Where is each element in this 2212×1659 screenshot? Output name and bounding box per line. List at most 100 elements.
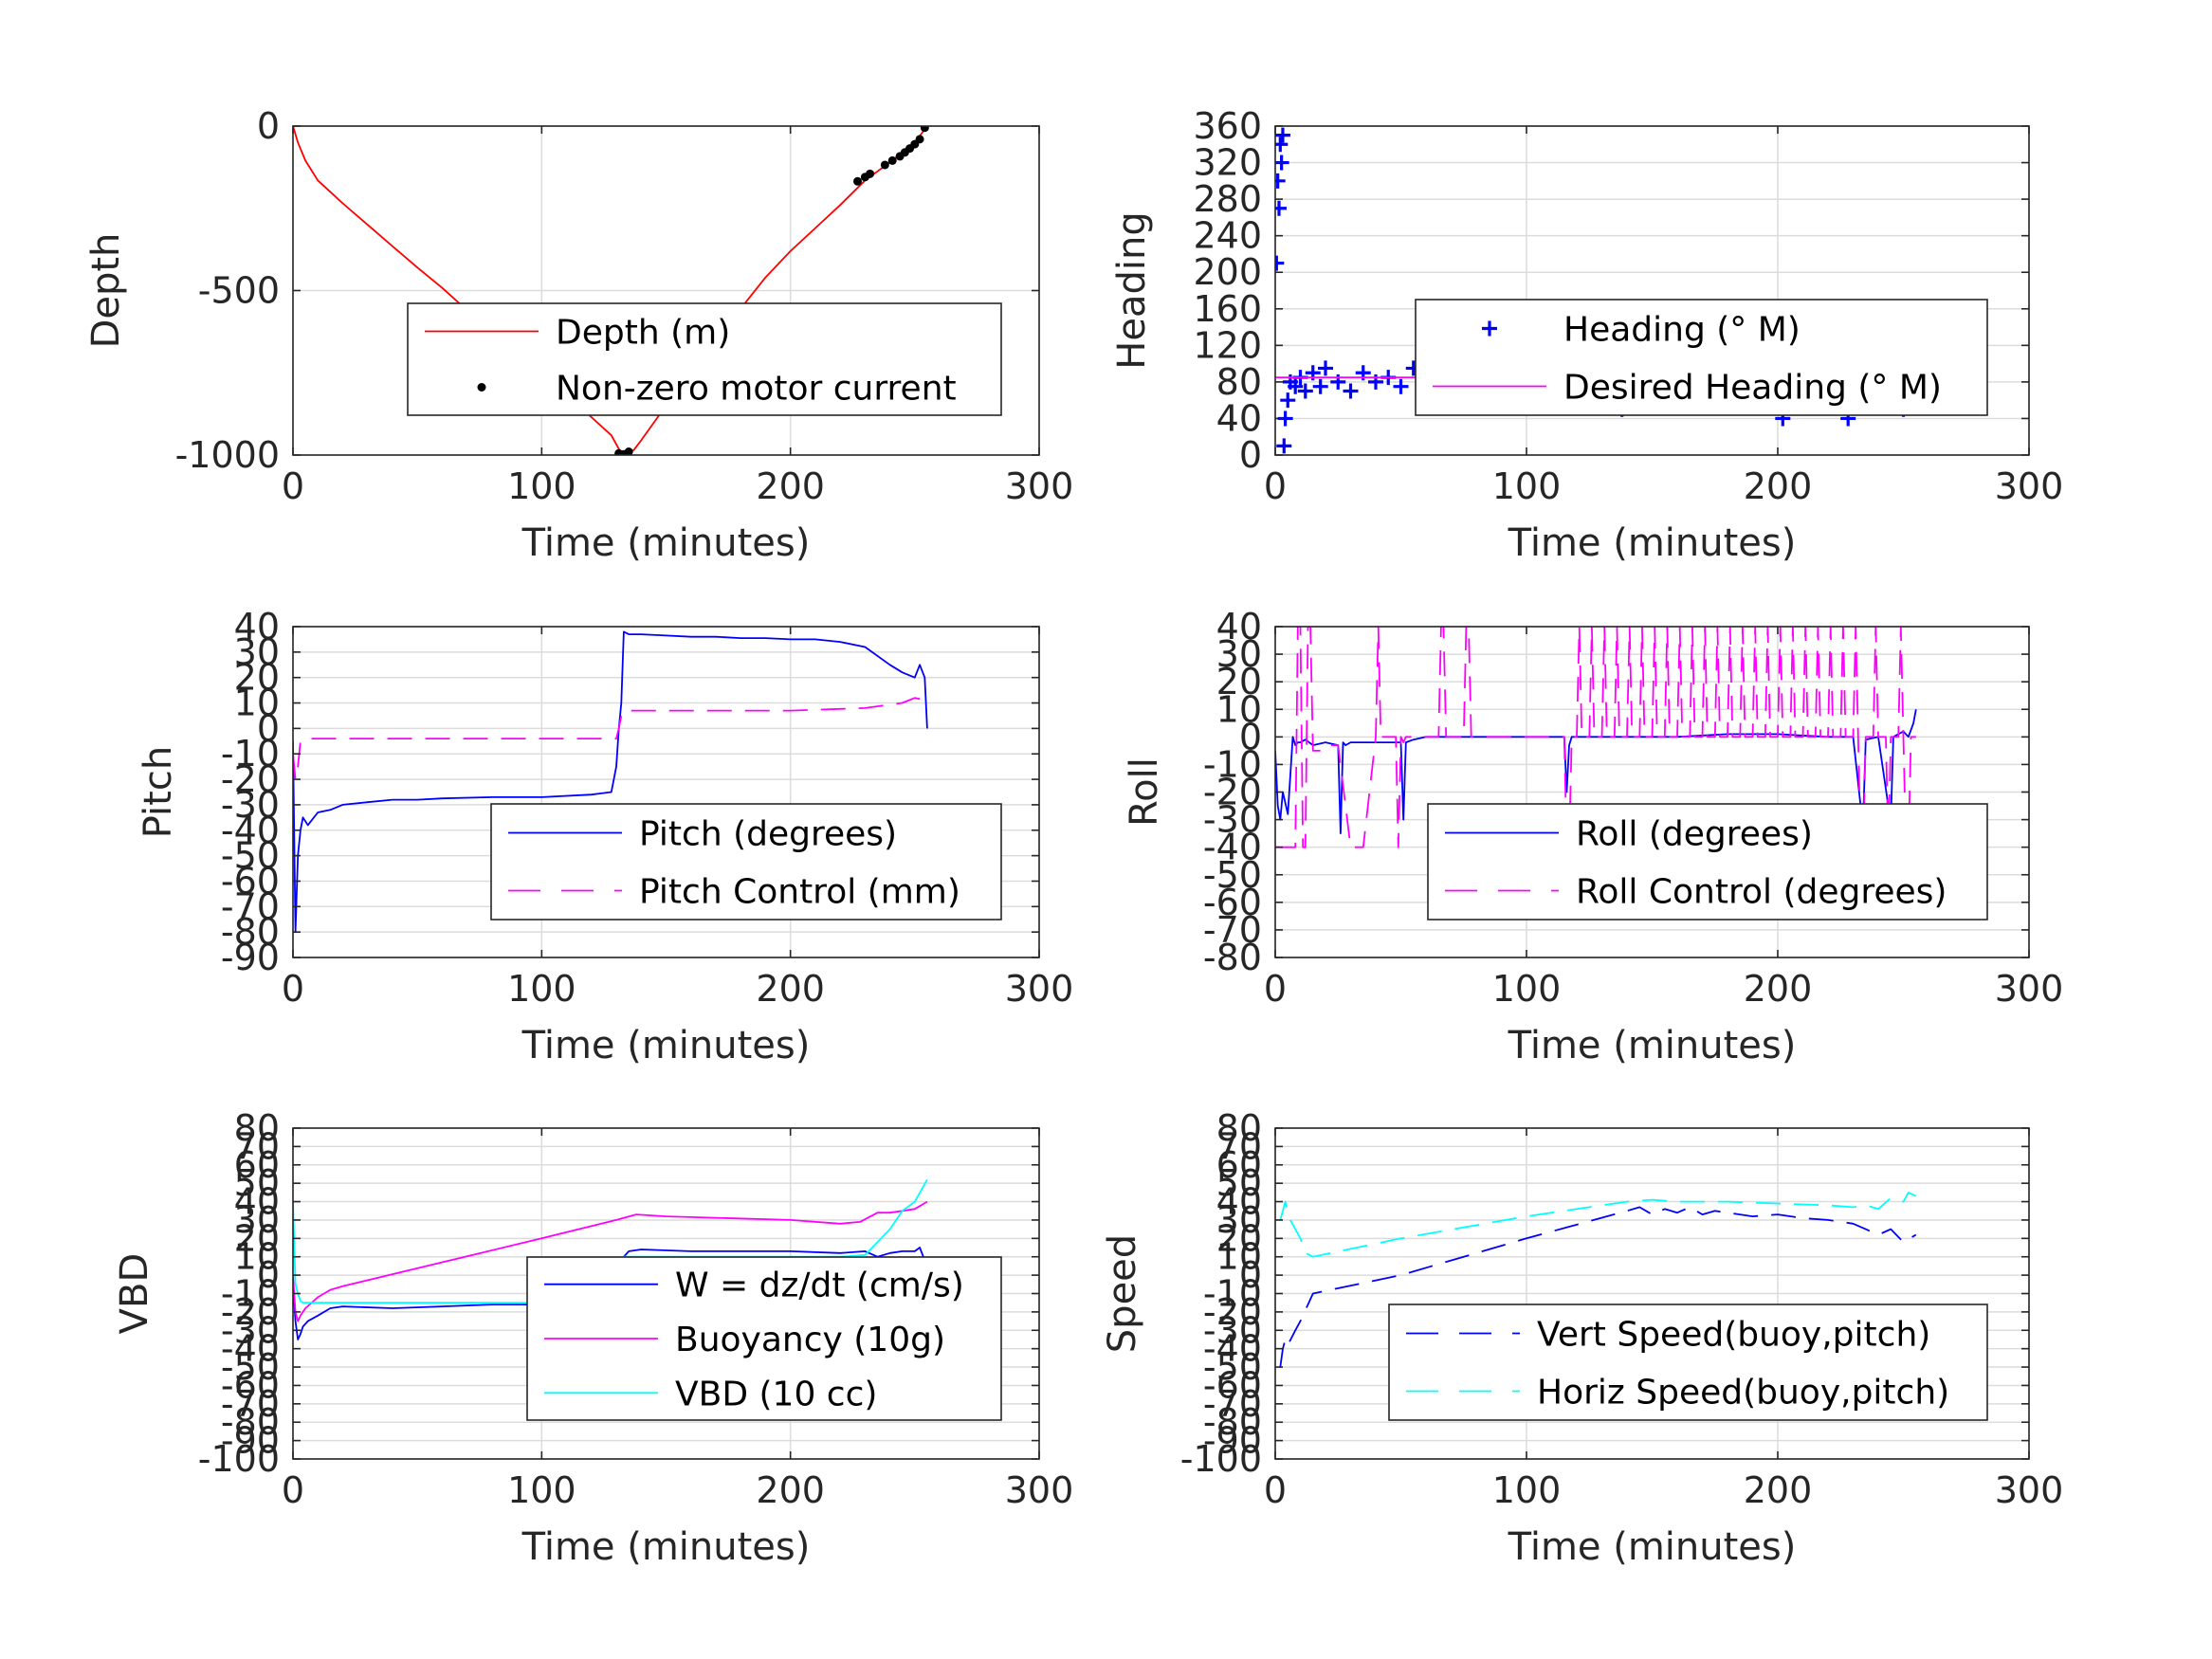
vbd-xtick-label: 200 bbox=[756, 1469, 825, 1511]
roll-ytick-label: 10 bbox=[1216, 688, 1262, 730]
heading-series-0-marker bbox=[1343, 383, 1359, 399]
pitch-chart: 0 100 200 300403020100-10-20-30-40-50-60-70… bbox=[137, 606, 1073, 1067]
speed-xtick-label: 0 bbox=[1264, 1469, 1287, 1511]
roll-legend-label: Roll Control (degrees) bbox=[1576, 873, 1947, 912]
heading-ytick-label: 0 bbox=[1239, 434, 1262, 476]
pitch-legend: Pitch (degrees) Pitch Control (mm) bbox=[490, 803, 1002, 921]
heading-legend-marker bbox=[1482, 320, 1497, 337]
roll-xtick-label: 300 bbox=[1995, 968, 2064, 1010]
speed-legend-label: Vert Speed(buoy,pitch) bbox=[1537, 1316, 1930, 1355]
pitch-xtick-label: 100 bbox=[507, 968, 576, 1010]
speed-ytick-label: -100 bbox=[1180, 1438, 1262, 1480]
speed-ytick-label: -20 bbox=[1203, 1291, 1262, 1333]
pitch-ytick-label: -90 bbox=[221, 937, 280, 978]
pitch-legend-label: Pitch (degrees) bbox=[639, 815, 897, 854]
pitch-ytick-label: 40 bbox=[234, 606, 280, 647]
pitch-ytick-label: 30 bbox=[234, 631, 280, 673]
depth-series-1-point bbox=[866, 169, 875, 178]
speed-ytick-label: -30 bbox=[1203, 1309, 1262, 1351]
depth-ytick-label: 0 bbox=[257, 105, 280, 147]
heading-series-0-marker bbox=[1276, 438, 1292, 454]
vbd-ytick-label: 20 bbox=[234, 1217, 280, 1259]
depth-ylabel: Depth bbox=[84, 233, 128, 349]
roll-legend: Roll (degrees) Roll Control (degrees) bbox=[1427, 803, 1988, 921]
pitch-ytick-label: -10 bbox=[221, 733, 280, 775]
speed-legend-label: Horiz Speed(buoy,pitch) bbox=[1537, 1374, 1949, 1413]
speed-ytick-label: -80 bbox=[1203, 1401, 1262, 1443]
vbd-chart: 0 100 200 30080706050403020100-10-20-30-40-… bbox=[113, 1107, 1073, 1569]
speed-xtick-label: 200 bbox=[1744, 1469, 1813, 1511]
depth-legend-label: Non-zero motor current bbox=[556, 370, 957, 409]
vbd-ytick-label: 70 bbox=[234, 1125, 280, 1167]
pitch-xlabel: Time (minutes) bbox=[521, 1024, 811, 1067]
pitch-series-0-line bbox=[293, 630, 928, 934]
depth-xtick-label: 200 bbox=[756, 465, 825, 507]
speed-xlabel: Time (minutes) bbox=[1508, 1525, 1797, 1569]
vbd-ytick-label: -100 bbox=[198, 1438, 280, 1480]
vbd-xtick-label: 300 bbox=[1005, 1469, 1074, 1511]
pitch-ytick-label: -60 bbox=[221, 860, 280, 902]
pitch-xtick-label: 200 bbox=[756, 968, 825, 1010]
roll-xtick-label: 200 bbox=[1744, 968, 1813, 1010]
vbd-xlabel: Time (minutes) bbox=[521, 1525, 811, 1569]
roll-ytick-label: -30 bbox=[1203, 799, 1262, 841]
roll-xtick-label: 0 bbox=[1264, 968, 1287, 1010]
depth-chart: 0 100 200 300 0 -500 -1000 Time (minutes) Depth D… bbox=[84, 105, 1073, 565]
roll-legend-label: Roll (degrees) bbox=[1576, 815, 1813, 854]
roll-xlabel: Time (minutes) bbox=[1508, 1024, 1797, 1067]
speed-ytick-label: 60 bbox=[1216, 1144, 1262, 1186]
pitch-ytick-label: -30 bbox=[221, 784, 280, 826]
speed-ytick-label: 40 bbox=[1216, 1181, 1262, 1223]
roll-ytick-label: -70 bbox=[1203, 909, 1262, 951]
roll-legend-box bbox=[1427, 803, 1988, 921]
vbd-ytick-label: -10 bbox=[221, 1273, 280, 1315]
vbd-ytick-label: 60 bbox=[234, 1144, 280, 1186]
speed-plot-area bbox=[1279, 1192, 1917, 1368]
vbd-ytick-label: 30 bbox=[234, 1199, 280, 1241]
speed-legend-box bbox=[1388, 1304, 1988, 1421]
depth-legend: Depth (m) Non-zero motor current bbox=[407, 302, 1002, 416]
heading-legend-label: Desired Heading (° M) bbox=[1563, 369, 1942, 408]
roll-ytick-label: -40 bbox=[1203, 827, 1262, 868]
pitch-ytick-label: -40 bbox=[221, 810, 280, 851]
vbd-ytick-label: 0 bbox=[257, 1254, 280, 1296]
vbd-ytick-label: -30 bbox=[221, 1309, 280, 1351]
pitch-legend-box bbox=[490, 803, 1002, 921]
roll-ytick-label: 20 bbox=[1216, 661, 1262, 702]
depth-ytick-label: -1000 bbox=[175, 434, 280, 476]
pitch-xtick-label: 0 bbox=[282, 968, 304, 1010]
roll-plot-area bbox=[1275, 627, 1917, 848]
pitch-ytick-label: 10 bbox=[234, 683, 280, 724]
speed-ytick-label: 10 bbox=[1216, 1236, 1262, 1278]
pitch-ytick-label: -20 bbox=[221, 758, 280, 800]
depth-series-1-point bbox=[880, 160, 889, 170]
vbd-ytick-label: -20 bbox=[221, 1291, 280, 1333]
depth-legend-marker bbox=[477, 383, 486, 392]
depth-xtick-label: 0 bbox=[282, 465, 304, 507]
speed-ytick-label: -50 bbox=[1203, 1346, 1262, 1388]
heading-ytick-label: 160 bbox=[1193, 288, 1262, 330]
vbd-ytick-label: -70 bbox=[221, 1383, 280, 1425]
speed-series-0-line bbox=[1279, 1206, 1917, 1368]
heading-ytick-label: 360 bbox=[1193, 105, 1262, 147]
heading-xtick-label: 100 bbox=[1492, 465, 1562, 507]
speed-ylabel: Speed bbox=[1101, 1234, 1144, 1353]
pitch-ytick-label: 20 bbox=[234, 657, 280, 699]
speed-ytick-label: 30 bbox=[1216, 1199, 1262, 1241]
vbd-ytick-label: 50 bbox=[234, 1162, 280, 1204]
vbd-xtick-label: 100 bbox=[507, 1469, 576, 1511]
speed-ytick-label: 0 bbox=[1239, 1254, 1262, 1296]
roll-ytick-label: -10 bbox=[1203, 743, 1262, 785]
speed-ytick-label: -60 bbox=[1203, 1364, 1262, 1406]
vbd-ytick-label: -80 bbox=[221, 1401, 280, 1443]
roll-series-1-line bbox=[1275, 627, 1916, 848]
heading-legend: Heading (° M) Desired Heading (° M) bbox=[1415, 299, 1988, 416]
speed-ytick-label: -70 bbox=[1203, 1383, 1262, 1425]
pitch-plot-area bbox=[293, 630, 928, 934]
heading-xtick-label: 300 bbox=[1995, 465, 2064, 507]
depth-series-1-point bbox=[920, 126, 929, 133]
heading-ytick-label: 120 bbox=[1193, 324, 1262, 366]
speed-series-1-line bbox=[1279, 1192, 1917, 1258]
